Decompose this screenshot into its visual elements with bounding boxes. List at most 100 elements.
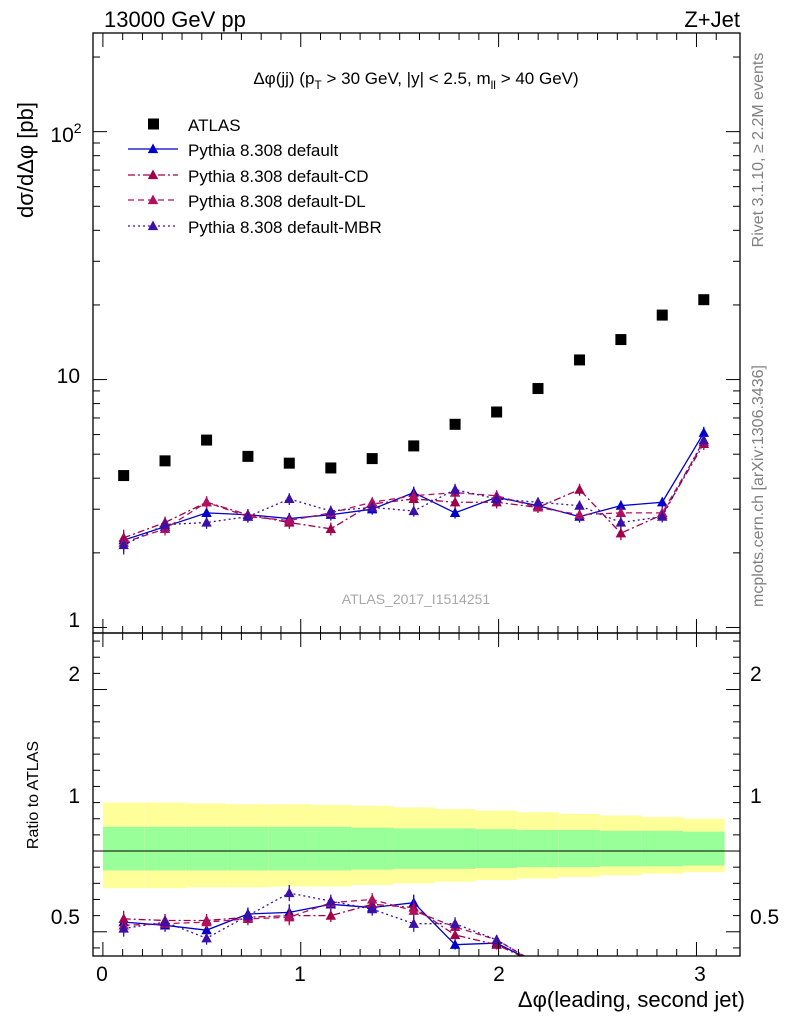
rivet-side-label: Rivet 3.1.10, ≥ 2.2M events <box>750 53 767 248</box>
ratio-data-point <box>449 918 461 928</box>
mc-data-point <box>118 539 129 550</box>
ratio-axis-label: Ratio to ATLAS <box>25 741 42 849</box>
ratio-data-point <box>366 903 378 914</box>
ratio-band-inner <box>600 830 642 867</box>
ratio-series-line <box>123 892 526 956</box>
legend-marker-default <box>147 143 159 154</box>
y-axis-label: dσ/dΔφ [pb] <box>13 102 38 218</box>
mc-data-point <box>615 500 627 510</box>
ratio-uncertainty-bands <box>102 802 725 889</box>
y-tick-label-1: 1 <box>68 609 80 632</box>
ratio-data-point <box>201 924 212 935</box>
mc-data-point <box>657 511 668 521</box>
ratio-band-inner <box>185 826 228 871</box>
mc-data-point <box>366 496 378 507</box>
mc-data-point <box>449 484 461 494</box>
atlas-data-point <box>325 462 337 474</box>
ratio-tick-label-1-left: 1 <box>68 785 80 808</box>
atlas-data-point <box>615 334 627 346</box>
ratio-series-line <box>123 903 523 956</box>
legend-marker-default-cd <box>147 169 159 180</box>
ratio-data-point <box>408 905 419 915</box>
legend-marker-default-dl <box>147 194 159 205</box>
ratio-band-inner <box>683 831 725 866</box>
mcplots-side-label: mcplots.cern.ch [arXiv:1306.3436] <box>750 365 767 607</box>
ratio-band-inner <box>558 830 601 868</box>
x-axis-label: Δφ(leading, second jet) <box>518 987 745 1012</box>
ratio-tick-label-05-right: 0.5 <box>750 906 779 929</box>
atlas-data-point <box>532 383 544 395</box>
ratio-tick-label-2-left: 2 <box>68 663 80 686</box>
mc-data-point <box>491 493 502 504</box>
legend: ATLAS Pythia 8.308 default Pythia 8.308 … <box>128 116 382 237</box>
legend-label-default-mbr: Pythia 8.308 default-MBR <box>188 218 382 237</box>
ratio-band-inner <box>310 826 352 871</box>
y-tick-label-100: 102 <box>50 120 81 147</box>
mc-data-point <box>657 496 668 507</box>
mc-data-point <box>201 496 212 507</box>
legend-entry-default: Pythia 8.308 default <box>128 141 339 160</box>
ratio-data-point <box>533 959 543 969</box>
ratio-band-inner <box>641 830 684 867</box>
ratio-data-point <box>533 959 543 969</box>
ratio-panel-series <box>118 884 543 969</box>
ratio-data-point <box>449 939 461 949</box>
ratio-data-point <box>408 918 419 928</box>
ratio-band-inner <box>227 826 269 871</box>
mc-data-point <box>325 523 337 533</box>
ratio-band-inner <box>434 828 476 869</box>
atlas-data-point <box>201 434 213 446</box>
legend-entry-default-cd: Pythia 8.308 default-CD <box>128 167 369 186</box>
atlas-data-point <box>491 406 503 418</box>
ratio-band-inner <box>144 826 186 871</box>
ratio-data-point <box>201 916 212 927</box>
mc-data-point <box>284 515 295 525</box>
legend-entry-default-dl: Pythia 8.308 default-DL <box>128 192 366 211</box>
legend-marker-default-mbr <box>147 220 159 231</box>
x-tick-label-3: 3 <box>694 963 706 986</box>
mc-data-point <box>408 505 419 516</box>
atlas-data-point <box>698 294 710 306</box>
ratio-data-point <box>533 959 543 969</box>
atlas-data-point <box>159 455 171 467</box>
ratio-band-inner <box>517 830 559 868</box>
mc-data-point <box>408 490 419 500</box>
mc-data-point <box>201 517 212 527</box>
ratio-data-point <box>284 911 295 922</box>
main-panel-series <box>118 294 710 555</box>
y-tick-label-10: 10 <box>57 365 80 388</box>
axis-ticks <box>93 33 740 956</box>
ratio-band-inner <box>392 828 435 869</box>
ratio-band-inner <box>268 826 311 871</box>
legend-label-atlas: ATLAS <box>188 116 241 135</box>
mc-data-point <box>615 517 627 527</box>
legend-marker-atlas <box>148 118 159 130</box>
plot-title: Δφ(jj) (pT > 30 GeV, |y| < 2.5, mll > 40… <box>253 69 578 92</box>
ratio-data-point <box>118 923 129 933</box>
mc-data-point <box>449 507 461 517</box>
ratio-data-point <box>325 910 337 920</box>
mc-data-point <box>159 519 171 529</box>
mc-data-point <box>242 511 254 521</box>
ratio-band-inner <box>475 829 518 868</box>
mc-data-point <box>574 509 585 519</box>
analysis-watermark: ATLAS_2017_I1514251 <box>342 591 491 607</box>
ratio-series-line <box>123 898 526 956</box>
ratio-data-point <box>491 934 502 944</box>
legend-label-default-cd: Pythia 8.308 default-CD <box>188 167 369 186</box>
ratio-tick-label-05-left: 0.5 <box>51 906 80 929</box>
atlas-data-point <box>656 309 668 321</box>
ratio-panel-frame <box>92 632 741 957</box>
ratio-data-point <box>449 929 461 940</box>
ratio-data-point <box>284 887 295 898</box>
header-left-label: 13000 GeV pp <box>104 7 246 32</box>
atlas-data-point <box>283 457 295 469</box>
legend-entry-atlas: ATLAS <box>148 116 241 135</box>
ratio-tick-label-2-right: 2 <box>750 663 762 686</box>
atlas-data-point <box>574 354 586 366</box>
ratio-data-point <box>242 910 254 920</box>
ratio-data-point <box>201 932 212 943</box>
atlas-data-point <box>242 450 254 462</box>
mc-data-point <box>284 493 295 504</box>
